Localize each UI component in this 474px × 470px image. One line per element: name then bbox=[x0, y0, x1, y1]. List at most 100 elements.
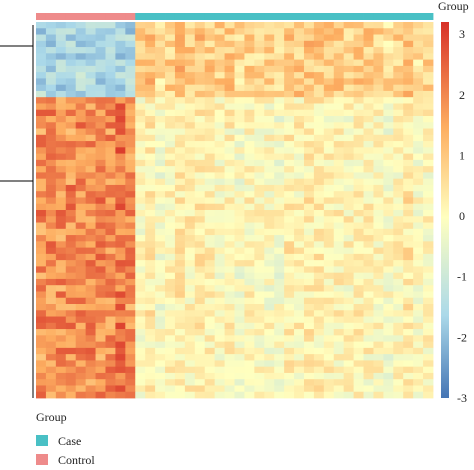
heatmap-cell bbox=[313, 122, 325, 129]
heatmap-cell bbox=[294, 22, 305, 29]
heatmap-cell bbox=[264, 385, 275, 393]
heatmap-cell bbox=[194, 147, 206, 154]
heatmap-cell bbox=[125, 59, 136, 67]
heatmap-cell bbox=[184, 34, 196, 42]
heatmap-cell bbox=[393, 341, 404, 349]
column-annotation-cell bbox=[294, 13, 305, 20]
heatmap-cell bbox=[125, 285, 136, 292]
heatmap-cell bbox=[75, 297, 87, 305]
heatmap-cell bbox=[264, 191, 275, 198]
heatmap-cell bbox=[45, 297, 57, 305]
heatmap-cell bbox=[204, 53, 216, 60]
heatmap-cell bbox=[393, 65, 404, 73]
heatmap-cell bbox=[224, 316, 235, 324]
heatmap-cell bbox=[95, 116, 106, 123]
heatmap-cell bbox=[174, 285, 186, 292]
heatmap-cell bbox=[254, 341, 265, 349]
heatmap-cell bbox=[363, 153, 374, 161]
heatmap-cell bbox=[323, 97, 335, 104]
heatmap-cell bbox=[214, 109, 225, 117]
heatmap-cell bbox=[145, 341, 156, 349]
heatmap-cell bbox=[333, 366, 345, 374]
heatmap-cell bbox=[194, 228, 206, 236]
heatmap-cell bbox=[184, 28, 196, 35]
heatmap-cell bbox=[403, 235, 414, 242]
heatmap-cell bbox=[403, 28, 414, 35]
heatmap-cell bbox=[234, 116, 245, 123]
heatmap-cell bbox=[294, 379, 305, 386]
heatmap-cell bbox=[244, 184, 255, 192]
heatmap-cell bbox=[184, 116, 196, 123]
heatmap-cell bbox=[224, 116, 235, 123]
heatmap-cell bbox=[294, 103, 305, 111]
heatmap-cell bbox=[423, 109, 434, 117]
heatmap-cell bbox=[264, 260, 275, 267]
heatmap-cell bbox=[194, 379, 206, 386]
heatmap-cell bbox=[363, 385, 374, 393]
heatmap-cell bbox=[313, 116, 325, 123]
heatmap-cell bbox=[274, 203, 285, 211]
heatmap-cell bbox=[135, 141, 146, 148]
heatmap-cell bbox=[294, 253, 305, 261]
heatmap-cell bbox=[204, 210, 216, 217]
heatmap-cell bbox=[353, 40, 364, 48]
heatmap-cell bbox=[75, 159, 87, 167]
heatmap-cell bbox=[343, 228, 355, 236]
heatmap-cell bbox=[105, 322, 116, 330]
heatmap-cell bbox=[174, 141, 186, 148]
heatmap-cell bbox=[105, 103, 116, 111]
heatmap-cell bbox=[274, 291, 285, 299]
heatmap-cell bbox=[145, 379, 156, 386]
heatmap-cell bbox=[75, 53, 87, 60]
heatmap-cell bbox=[264, 53, 275, 60]
heatmap-cell bbox=[323, 122, 335, 129]
heatmap-cell bbox=[313, 34, 325, 42]
heatmap-cell bbox=[323, 147, 335, 154]
heatmap-cell bbox=[403, 241, 414, 248]
heatmap-cell bbox=[125, 322, 136, 330]
heatmap-cell bbox=[105, 59, 116, 67]
heatmap-cell bbox=[373, 65, 384, 73]
heatmap-cell bbox=[373, 253, 384, 261]
heatmap-cell bbox=[423, 166, 434, 173]
heatmap-cell bbox=[85, 335, 96, 342]
heatmap-cell bbox=[254, 184, 265, 192]
heatmap-cell bbox=[155, 385, 166, 393]
heatmap-cell bbox=[115, 159, 126, 167]
heatmap-cell bbox=[423, 297, 434, 305]
heatmap-cell bbox=[65, 228, 77, 236]
heatmap-cell bbox=[403, 247, 414, 255]
heatmap-cell bbox=[284, 391, 295, 399]
heatmap-cell bbox=[244, 222, 255, 230]
heatmap-cell bbox=[224, 210, 235, 217]
heatmap-cell bbox=[383, 84, 394, 92]
heatmap-cell bbox=[105, 166, 116, 173]
heatmap-cell bbox=[95, 53, 106, 60]
heatmap-cell bbox=[244, 153, 255, 161]
heatmap-cell bbox=[403, 159, 414, 167]
heatmap-cell bbox=[125, 184, 136, 192]
heatmap-cell bbox=[65, 260, 77, 267]
heatmap-cell bbox=[155, 310, 166, 317]
heatmap-cell bbox=[343, 184, 355, 192]
heatmap-cell bbox=[234, 178, 245, 186]
heatmap-cell bbox=[145, 197, 156, 205]
heatmap-cell bbox=[244, 379, 255, 386]
heatmap-cell bbox=[323, 22, 335, 29]
heatmap-cell bbox=[373, 59, 384, 67]
heatmap-cell bbox=[413, 304, 424, 311]
heatmap-cell bbox=[65, 159, 77, 167]
heatmap-cell bbox=[423, 90, 434, 98]
heatmap-cell bbox=[36, 153, 47, 161]
heatmap-cell bbox=[95, 153, 106, 161]
heatmap-cell bbox=[323, 329, 335, 336]
heatmap-cell bbox=[353, 235, 364, 242]
heatmap-cell bbox=[45, 341, 57, 349]
heatmap-cell bbox=[75, 341, 87, 349]
heatmap-cell bbox=[313, 84, 325, 92]
heatmap-cell bbox=[413, 341, 424, 349]
heatmap-cell bbox=[214, 297, 225, 305]
heatmap-cell bbox=[343, 379, 355, 386]
heatmap-cell bbox=[373, 341, 384, 349]
heatmap-cell bbox=[393, 216, 404, 223]
